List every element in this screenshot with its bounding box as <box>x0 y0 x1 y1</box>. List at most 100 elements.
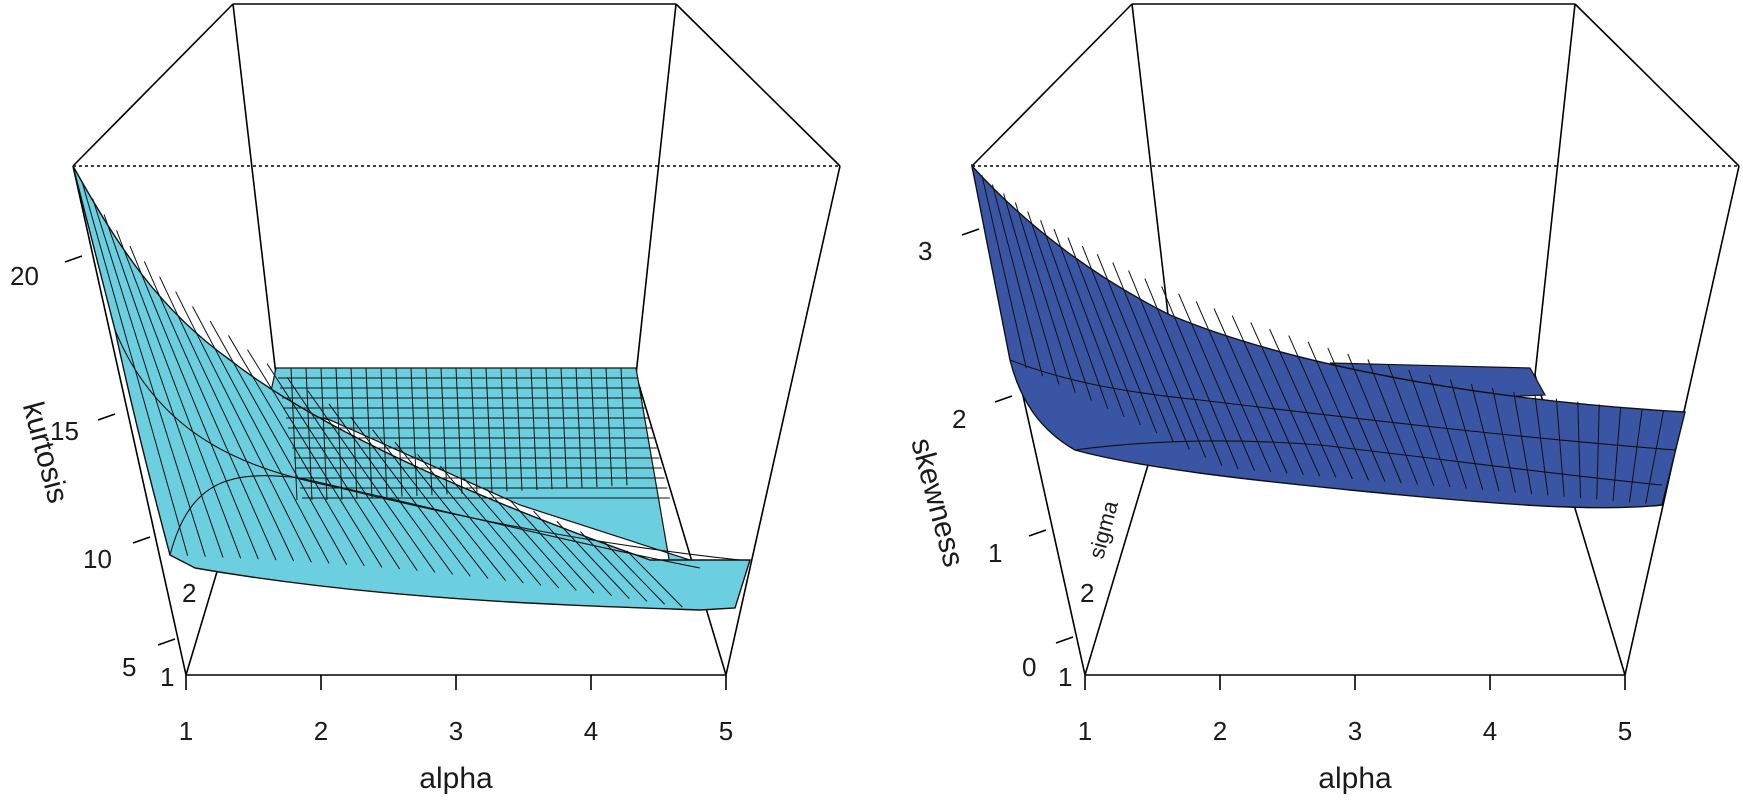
skewness-x-tick-1: 1 <box>1078 716 1092 746</box>
skewness-z-tick-3: 3 <box>918 236 932 266</box>
kurtosis-panel: 20 15 10 5 kurtosis 1 2 1 2 3 4 5 alpha <box>10 3 841 795</box>
kurtosis-x-tick-2: 2 <box>314 716 328 746</box>
skewness-y-tick-1: 1 <box>1058 662 1072 692</box>
kurtosis-z-tick-5: 5 <box>122 652 136 682</box>
kurtosis-x-tick-5: 5 <box>719 716 733 746</box>
kurtosis-x-axis: 1 2 3 4 5 alpha <box>179 675 733 795</box>
kurtosis-plateau-col <box>605 367 613 487</box>
kurtosis-mesh-line <box>143 261 277 561</box>
skewness-x-label: alpha <box>1318 762 1392 795</box>
skewness-z-tick-0: 0 <box>1022 652 1036 682</box>
kurtosis-mesh-line <box>350 416 471 577</box>
kurtosis-plateau-col <box>350 367 358 499</box>
kurtosis-z-tick-20: 20 <box>10 261 39 291</box>
kurtosis-mesh-line <box>175 291 312 563</box>
skewness-panel: 3 2 1 0 skewness 1 2 sigma 1 2 3 4 5 alp… <box>904 3 1740 795</box>
skewness-mesh-line <box>1288 335 1353 480</box>
kurtosis-plateau-col <box>485 367 493 493</box>
kurtosis-plateau-col <box>590 367 598 487</box>
kurtosis-mesh-line <box>579 531 648 602</box>
skewness-mesh-line <box>1596 404 1600 500</box>
kurtosis-x-tick-3: 3 <box>449 716 463 746</box>
kurtosis-mesh-line <box>247 349 383 568</box>
kurtosis-mesh-line <box>394 441 507 582</box>
skewness-mesh-line <box>1628 408 1643 503</box>
skewness-mesh-line <box>1645 410 1665 504</box>
kurtosis-plateau-col <box>545 367 553 490</box>
skewness-mesh-line <box>1161 286 1239 470</box>
kurtosis-mesh-line <box>159 276 295 562</box>
kurtosis-plateau-col <box>410 367 418 496</box>
skewness-z-tick-2: 2 <box>952 404 966 434</box>
skewness-mesh-line <box>1449 379 1484 491</box>
kurtosis-plateau-mesh <box>278 367 670 501</box>
kurtosis-mesh-line <box>556 521 630 599</box>
kurtosis-mesh-line <box>626 550 683 608</box>
skewness-mesh-line <box>1429 374 1467 489</box>
skewness-mesh-line <box>1491 387 1516 493</box>
skewness-mesh-line <box>1534 395 1549 496</box>
kurtosis-mesh-line <box>192 306 330 564</box>
skewness-surface-sheet <box>970 163 1686 509</box>
kurtosis-mesh-line <box>103 214 224 558</box>
kurtosis-mesh-line <box>372 429 489 579</box>
kurtosis-mesh-line <box>286 376 418 572</box>
skewness-mesh-line <box>991 184 1044 377</box>
kurtosis-plateau-col <box>380 367 388 498</box>
kurtosis-surface <box>72 165 751 611</box>
skewness-mesh-line <box>1327 347 1386 482</box>
skewness-mesh-line <box>1003 193 1060 385</box>
skewness-mesh-line <box>1128 270 1207 458</box>
kurtosis-z-tick-15: 15 <box>50 416 79 446</box>
skewness-mesh-line <box>1269 328 1337 478</box>
skewness-mesh-line <box>1096 254 1174 442</box>
kurtosis-plateau-col <box>575 367 583 488</box>
skewness-mesh-line <box>981 175 1027 369</box>
kurtosis-plateau-col <box>365 367 373 499</box>
skewness-x-axis: 1 2 3 4 5 alpha <box>1078 675 1632 795</box>
skewness-mesh-line <box>1577 401 1581 499</box>
kurtosis-plateau-col <box>455 367 463 494</box>
skewness-mesh-line <box>1081 245 1158 434</box>
skewness-mesh-line <box>1347 353 1402 484</box>
kurtosis-mesh-line <box>417 453 524 584</box>
skewness-mesh-line <box>1408 369 1451 488</box>
kurtosis-plateau-col <box>440 367 448 495</box>
skewness-surface <box>970 163 1686 509</box>
kurtosis-mesh-line <box>92 198 206 557</box>
kurtosis-plateau-col <box>290 367 298 501</box>
kurtosis-mesh-line <box>603 540 666 605</box>
skewness-z-label: skewness <box>904 435 970 571</box>
kurtosis-plateau-col <box>305 367 313 501</box>
kurtosis-y-tick-1: 1 <box>160 662 174 692</box>
skewness-mesh-line <box>1612 406 1622 501</box>
kurtosis-surface-sheet <box>72 165 751 611</box>
kurtosis-x-label: alpha <box>419 762 493 795</box>
skewness-x-tick-5: 5 <box>1618 716 1632 746</box>
skewness-y-label: sigma <box>1084 497 1124 561</box>
kurtosis-mesh-line <box>116 230 242 559</box>
kurtosis-mesh-line <box>209 320 348 565</box>
skewness-mesh-line <box>1367 359 1418 485</box>
kurtosis-y-tick-2: 2 <box>182 578 196 608</box>
kurtosis-x-tick-4: 4 <box>584 716 598 746</box>
skewness-mesh-line <box>1231 315 1304 475</box>
skewness-mesh-line <box>1144 278 1223 466</box>
kurtosis-y-axis: 1 2 <box>160 578 196 692</box>
skewness-x-tick-4: 4 <box>1483 716 1497 746</box>
skewness-mesh-line <box>1053 228 1125 418</box>
kurtosis-plateau-col <box>515 367 523 491</box>
kurtosis-z-label: kurtosis <box>16 398 75 506</box>
kurtosis-mesh-line <box>81 182 189 556</box>
kurtosis-plateau-col <box>620 367 628 486</box>
skewness-mesh-line <box>1027 211 1092 401</box>
skewness-x-tick-2: 2 <box>1213 716 1227 746</box>
kurtosis-plateau-col <box>320 367 328 501</box>
kurtosis-mesh-line <box>328 403 454 575</box>
skewness-mesh-line <box>1040 220 1109 409</box>
skewness-mesh-line <box>1213 308 1288 474</box>
kurtosis-mesh-line <box>533 510 613 597</box>
skewness-mesh-line <box>1307 341 1370 481</box>
skewness-y-tick-2: 2 <box>1080 578 1094 608</box>
